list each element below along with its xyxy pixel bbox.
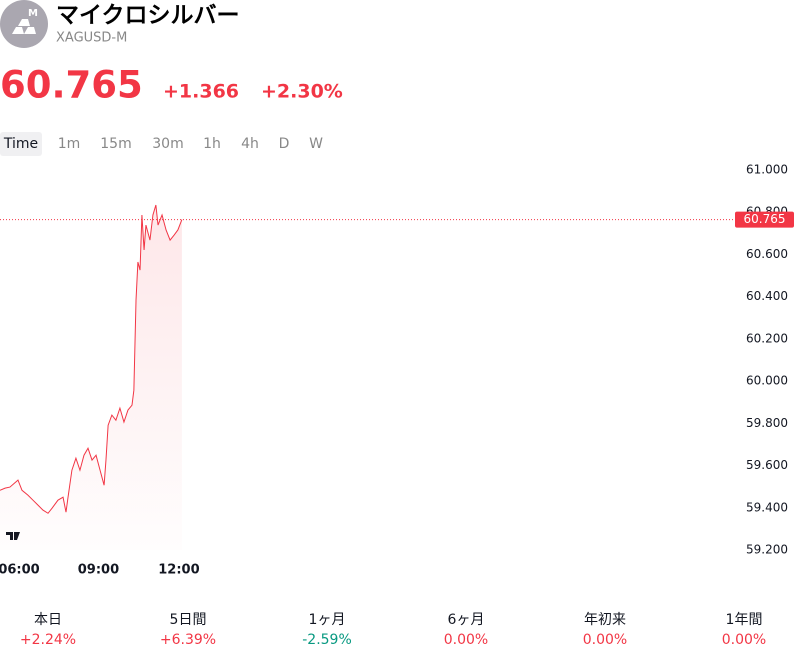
stat-label: 6ヶ月 (448, 612, 485, 628)
timeframe-tab[interactable]: 30m (152, 136, 183, 152)
x-tick-label: 06:00 (0, 563, 40, 578)
timeframe-tab[interactable]: D (279, 136, 290, 152)
tab-selected-bg (0, 132, 42, 156)
stat-value: -2.59% (302, 632, 352, 648)
y-tick-label: 59.600 (746, 458, 788, 472)
timeframe-tab[interactable]: Time (3, 136, 38, 152)
last-price-label: 60.765 (744, 212, 786, 226)
y-tick-label: 60.400 (746, 289, 788, 303)
y-tick-label: 59.800 (746, 416, 788, 430)
timeframe-tab[interactable]: 4h (241, 136, 259, 152)
x-tick-label: 12:00 (158, 563, 199, 578)
stat-label: 5日間 (170, 612, 207, 628)
icon-badge: M (28, 8, 38, 19)
stat-label: 1年間 (726, 612, 763, 628)
symbol: XAGUSD-M (56, 31, 127, 46)
timeframe-tab[interactable]: 15m (100, 136, 131, 152)
last-price-tag (735, 211, 794, 228)
y-tick-label: 60.600 (746, 247, 788, 261)
price: 60.765 (0, 64, 143, 107)
stat-value: +6.39% (160, 632, 216, 648)
stat-label: 1ヶ月 (309, 612, 346, 628)
stat-value: 0.00% (722, 632, 766, 648)
bars-icon (12, 19, 36, 34)
stat-value: 0.00% (444, 632, 488, 648)
y-tick-label: 60.200 (746, 331, 788, 345)
change-percent: +2.30% (261, 81, 343, 103)
stat-label: 年初来 (584, 611, 626, 628)
timeframe-tab[interactable]: 1h (203, 136, 221, 152)
y-tick-label: 59.400 (746, 500, 788, 514)
y-tick-label: 61.000 (746, 163, 788, 177)
area (0, 205, 182, 551)
timeframe-tab[interactable]: W (309, 136, 323, 152)
x-tick-label: 09:00 (78, 563, 119, 578)
change: +1.366 (163, 81, 239, 103)
stat-label: 本日 (34, 612, 62, 628)
y-tick-label: 60.000 (746, 374, 788, 388)
stat-value: +2.24% (20, 632, 76, 648)
title: マイクロシルバー (56, 3, 240, 29)
timeframe-tab[interactable]: 1m (58, 136, 81, 152)
price-line (0, 204, 183, 514)
stat-value: 0.00% (583, 632, 627, 648)
y-tick-label: 59.200 (746, 543, 788, 557)
